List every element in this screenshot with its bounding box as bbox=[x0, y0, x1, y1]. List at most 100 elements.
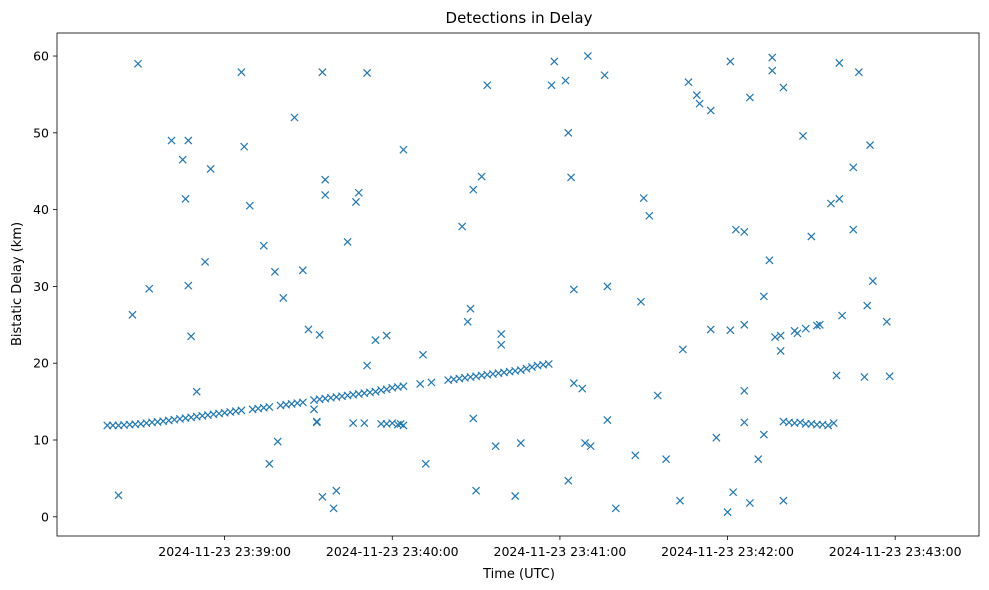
data-point-112 bbox=[363, 68, 372, 77]
data-point-121 bbox=[399, 145, 408, 154]
data-point-24 bbox=[237, 406, 246, 415]
data-point-88 bbox=[259, 241, 268, 250]
data-point-211 bbox=[849, 225, 858, 234]
data-point-78 bbox=[181, 194, 190, 203]
data-point-115 bbox=[382, 331, 391, 340]
data-point-75 bbox=[145, 284, 154, 293]
plot-area bbox=[56, 32, 980, 537]
data-point-82 bbox=[192, 387, 201, 396]
data-point-90 bbox=[270, 267, 279, 276]
data-point-215 bbox=[863, 301, 872, 310]
data-point-74 bbox=[133, 59, 143, 68]
data-point-170 bbox=[729, 488, 738, 497]
data-point-111 bbox=[363, 361, 372, 370]
data-point-132 bbox=[491, 442, 500, 451]
data-point-165 bbox=[706, 325, 715, 334]
data-point-98 bbox=[312, 417, 321, 426]
data-point-133 bbox=[497, 330, 506, 339]
data-point-175 bbox=[740, 320, 749, 329]
y-tick-label-2: 20 bbox=[33, 356, 49, 371]
data-point-89 bbox=[265, 459, 274, 468]
data-point-102 bbox=[321, 175, 330, 184]
data-point-101 bbox=[318, 492, 327, 501]
data-point-106 bbox=[343, 237, 352, 246]
x-tick-label-1: 2024-11-23 23:40:00 bbox=[326, 544, 459, 559]
data-point-124 bbox=[458, 222, 467, 231]
data-point-139 bbox=[561, 76, 570, 85]
y-tick-label-3: 30 bbox=[33, 279, 49, 294]
data-point-138 bbox=[550, 57, 559, 66]
data-point-123 bbox=[421, 459, 430, 468]
data-point-182 bbox=[768, 53, 777, 62]
data-point-161 bbox=[684, 78, 693, 87]
data-point-127 bbox=[469, 185, 478, 194]
data-point-125 bbox=[463, 317, 472, 326]
data-point-188 bbox=[779, 83, 788, 92]
data-point-180 bbox=[759, 292, 768, 301]
data-point-71 bbox=[544, 359, 553, 369]
data-points bbox=[103, 52, 894, 517]
data-point-209 bbox=[835, 58, 844, 67]
data-point-174 bbox=[740, 418, 749, 427]
data-point-212 bbox=[849, 163, 858, 172]
data-point-156 bbox=[645, 211, 654, 220]
data-point-207 bbox=[832, 371, 841, 380]
data-point-142 bbox=[567, 173, 576, 182]
data-point-52 bbox=[427, 378, 436, 387]
data-point-87 bbox=[245, 201, 254, 210]
data-point-145 bbox=[578, 384, 587, 393]
data-point-100 bbox=[318, 68, 327, 77]
data-point-108 bbox=[351, 197, 360, 206]
data-point-109 bbox=[354, 188, 363, 197]
data-point-73 bbox=[128, 310, 137, 319]
data-point-199 bbox=[793, 329, 802, 338]
y-tick-label-4: 40 bbox=[33, 202, 49, 217]
x-axis-label: Time (UTC) bbox=[482, 567, 555, 582]
data-point-163 bbox=[695, 99, 704, 108]
data-point-167 bbox=[723, 508, 732, 517]
data-point-86 bbox=[240, 142, 249, 151]
data-point-177 bbox=[745, 93, 754, 102]
data-point-217 bbox=[868, 277, 877, 286]
data-point-183 bbox=[768, 66, 777, 75]
data-point-203 bbox=[812, 321, 821, 330]
data-point-137 bbox=[547, 81, 556, 90]
data-point-120 bbox=[399, 421, 408, 430]
data-point-80 bbox=[184, 136, 193, 145]
data-point-83 bbox=[201, 257, 210, 266]
data-point-200 bbox=[798, 131, 808, 140]
x-tick-label-3: 2024-11-23 23:42:00 bbox=[661, 544, 794, 559]
data-point-202 bbox=[807, 232, 816, 241]
x-tick-label-2: 2024-11-23 23:41:00 bbox=[494, 544, 627, 559]
x-tick-label-0: 2024-11-23 23:39:00 bbox=[158, 544, 291, 559]
data-point-162 bbox=[692, 91, 701, 100]
data-point-140 bbox=[564, 128, 573, 137]
data-point-81 bbox=[187, 332, 196, 341]
data-point-185 bbox=[776, 346, 785, 355]
data-point-122 bbox=[418, 350, 428, 359]
data-point-166 bbox=[712, 433, 721, 442]
data-point-105 bbox=[332, 486, 341, 495]
y-tick-label-5: 50 bbox=[33, 125, 49, 140]
data-point-134 bbox=[497, 340, 506, 349]
data-point-206 bbox=[829, 419, 838, 428]
data-point-213 bbox=[854, 68, 863, 77]
data-point-107 bbox=[349, 419, 358, 428]
data-point-84 bbox=[206, 164, 215, 173]
data-point-103 bbox=[321, 191, 330, 200]
data-point-136 bbox=[516, 439, 525, 448]
data-point-76 bbox=[167, 136, 176, 145]
y-tick-label-1: 10 bbox=[33, 433, 49, 448]
data-point-204 bbox=[815, 320, 824, 329]
data-point-153 bbox=[631, 451, 640, 460]
data-point-130 bbox=[477, 172, 486, 181]
data-point-141 bbox=[564, 476, 573, 485]
data-point-197 bbox=[824, 421, 833, 430]
data-point-135 bbox=[511, 492, 520, 501]
data-point-158 bbox=[662, 455, 671, 464]
data-point-77 bbox=[178, 155, 187, 164]
data-point-96 bbox=[310, 405, 319, 414]
data-point-50 bbox=[399, 382, 408, 391]
data-point-152 bbox=[611, 504, 620, 513]
